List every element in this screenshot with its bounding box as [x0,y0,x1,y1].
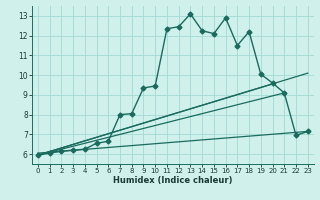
X-axis label: Humidex (Indice chaleur): Humidex (Indice chaleur) [113,176,233,185]
